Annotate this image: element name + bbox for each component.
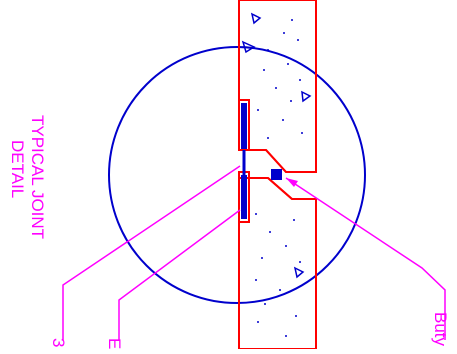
aggregate-triangle <box>241 40 256 54</box>
lower-seal-strip <box>241 175 247 219</box>
leader-line-right <box>285 177 446 340</box>
leader-line-middle <box>118 209 241 340</box>
aggregate-triangle <box>293 266 305 279</box>
leader-arrowhead <box>286 178 298 187</box>
callout-label-right: Buty <box>431 312 450 347</box>
leader-line-left <box>62 165 241 340</box>
upper-seal-strip <box>241 103 247 149</box>
aggregate-triangle <box>301 90 312 103</box>
butyl-sealant-block <box>271 169 282 180</box>
callout-label-middle: E <box>105 338 124 349</box>
callout-label-left: 3 <box>49 338 68 347</box>
detail-title-line1: TYPICAL JOINT <box>28 115 47 239</box>
upper-wall-segment <box>238 0 317 173</box>
joint-gap-lower-edge <box>250 177 316 200</box>
detail-title-line2: DETAIL <box>8 140 27 198</box>
detail-circle <box>108 46 366 304</box>
lower-wall-segment <box>238 177 317 350</box>
aggregate-triangle <box>250 12 262 25</box>
joint-gap-upper-edge <box>250 149 316 173</box>
aggregate-dots <box>255 19 303 337</box>
